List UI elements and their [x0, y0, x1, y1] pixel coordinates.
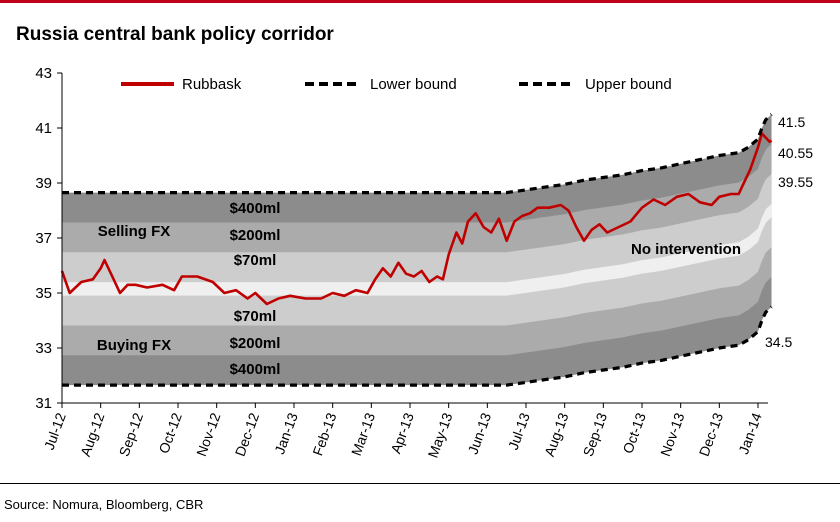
chart-title: Russia central bank policy corridor: [16, 24, 334, 45]
x-tick-label: Mar-13: [348, 410, 378, 457]
x-tick-label: Dec-13: [696, 410, 727, 458]
end-label-upper: 41.5: [778, 114, 805, 130]
selling-fx-label: Selling FX: [98, 223, 171, 240]
x-tick-label: Oct-13: [619, 410, 648, 455]
source-note: Source: Nomura, Bloomberg, CBR: [4, 497, 204, 512]
x-tick-label: May-13: [424, 410, 455, 460]
no-intervention-label: No intervention: [631, 241, 741, 258]
x-tick-label: Jul-13: [505, 410, 533, 452]
footer-rule: [0, 483, 840, 484]
x-tick-label: Sep-13: [580, 410, 611, 458]
top-accent-rule: [0, 0, 840, 3]
end-label-lower: 34.5: [765, 334, 792, 350]
x-tick-label: Dec-12: [232, 410, 263, 458]
y-tick-label: 31: [35, 395, 52, 412]
policy-corridor-chart: 31 33 35 37 39 41 43 Jul-12 Aug-12 Sep-12 Oct-12 No…: [35, 65, 813, 460]
x-tick-label: Apr-13: [387, 410, 416, 455]
x-tick-label: Nov-13: [657, 410, 688, 458]
legend-label-upper-bound: Upper bound: [585, 76, 672, 93]
x-tick-label: Nov-12: [193, 410, 224, 458]
x-tick-label: Jul-12: [41, 410, 69, 452]
y-tick-label: 37: [35, 230, 52, 247]
y-tick-label: 33: [35, 340, 52, 357]
series-lines: [60, 113, 773, 387]
series-line-lower-bound: [62, 305, 773, 387]
legend-label-lower-bound: Lower bound: [370, 76, 457, 93]
x-tick-label: Jan-13: [271, 410, 301, 456]
x-tick-label: Jun-13: [464, 410, 494, 456]
band-label-lower-400: $400ml: [230, 361, 281, 378]
end-label-center: 39.55: [778, 174, 813, 190]
x-tick-label: Aug-12: [77, 410, 108, 458]
chart-annotations: $400ml Selling FX $200ml $70ml No interv…: [97, 114, 813, 378]
legend-label-rubbask: Rubbask: [182, 76, 242, 93]
x-tick-label: Sep-12: [116, 410, 147, 458]
band-label-lower-200: $200ml: [230, 335, 281, 352]
x-tick-label: Jan-14: [735, 410, 765, 456]
band-label-upper-400: $400ml: [230, 200, 281, 217]
y-tick-label: 43: [35, 65, 52, 82]
series-line-upper-bound: [62, 113, 773, 195]
y-tick-label: 41: [35, 120, 52, 137]
chart-legend: Rubbask Lower bound Upper bound: [121, 76, 672, 93]
x-tick-label: Feb-13: [309, 410, 339, 457]
band-label-upper-70: $70ml: [234, 252, 277, 269]
x-tick-label: Aug-13: [541, 410, 572, 458]
buying-fx-label: Buying FX: [97, 337, 171, 354]
corridor-bands: [62, 114, 772, 386]
band-no-intervention: [62, 203, 772, 296]
x-tick-label: Oct-12: [155, 410, 184, 455]
band-label-upper-200: $200ml: [230, 227, 281, 244]
y-tick-label: 39: [35, 175, 52, 192]
end-label-rubbask: 40.55: [778, 145, 813, 161]
band-label-lower-70: $70ml: [234, 308, 277, 325]
series-line-rubbask: [60, 132, 773, 306]
y-tick-label: 35: [35, 285, 52, 302]
